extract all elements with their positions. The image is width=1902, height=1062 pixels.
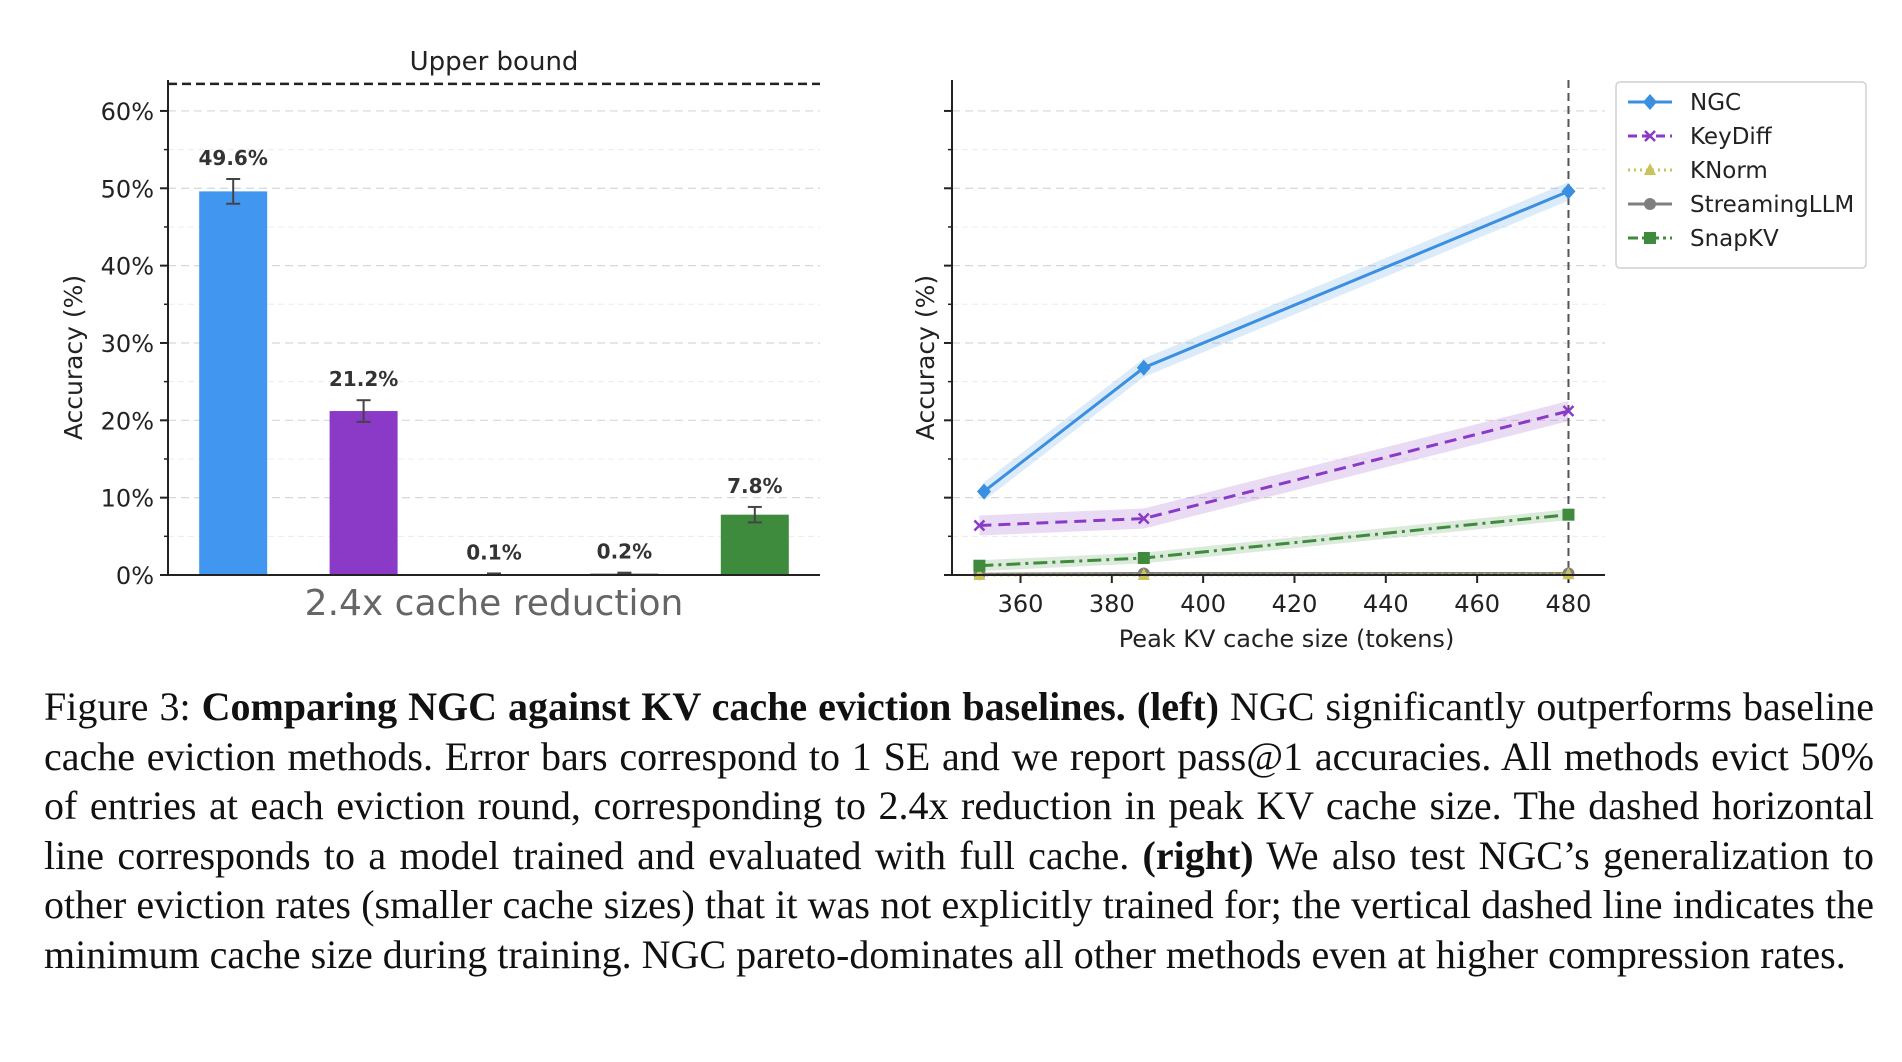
bar-value-label: 7.8% (727, 474, 782, 498)
legend-marker-ngc (1643, 94, 1657, 110)
legend-marker-snapkv (1644, 232, 1656, 244)
upper-bound-label: Upper bound (410, 47, 579, 77)
y-axis-label: Accuracy (%) (911, 275, 940, 440)
series-keydiff (973, 400, 1575, 536)
x-tick-label: 480 (1546, 590, 1592, 618)
confidence-band-snapkv (979, 509, 1569, 572)
y-axis-label: Accuracy (%) (59, 275, 88, 440)
bar-value-label: 49.6% (199, 146, 268, 170)
caption-text-left: NGC significantly outperforms baseline c… (44, 684, 1874, 878)
point-ngc (1561, 183, 1576, 200)
y-tick-label: 50% (101, 175, 154, 203)
caption-text-right: We also test NGC’s generalization to oth… (44, 832, 1874, 977)
bar-ngc (199, 191, 268, 575)
legend-label-streamingllm: StreamingLLM (1690, 192, 1854, 218)
legend-label-keydiff: KeyDiff (1690, 124, 1773, 150)
point-knorm (1562, 567, 1575, 580)
right-line-chart: 360 380 400 420 440 460 480 Peak KV cache size … (911, 80, 1867, 653)
series-snapkv (973, 508, 1575, 572)
y-tick-label: 20% (101, 407, 154, 435)
point-ngc (1136, 359, 1151, 376)
point-snapkv (973, 559, 986, 572)
caption-label: Figure 3: (44, 684, 202, 729)
y-tick-label: 0% (116, 562, 154, 590)
caption-title: Comparing NGC against KV cache eviction … (201, 684, 1137, 729)
y-tick-label: 40% (101, 253, 154, 281)
series-knorm (973, 567, 1575, 580)
legend-label-snapkv: SnapKV (1690, 226, 1779, 252)
caption-left-tag: (left) (1136, 684, 1219, 729)
point-snapkv (1562, 508, 1575, 521)
y-tick-label: 30% (101, 330, 154, 358)
bar-keydiff (329, 411, 398, 575)
y-tick-label: 60% (101, 98, 154, 126)
line-keydiff (979, 409, 1569, 527)
legend-box (1615, 81, 1867, 269)
point-keydiff (1137, 512, 1150, 525)
legend-label-ngc: NGC (1690, 90, 1741, 116)
x-axis-label: Peak KV cache size (tokens) (1119, 625, 1455, 653)
x-tick-label: 440 (1363, 590, 1409, 618)
legend-marker-knorm (1644, 163, 1656, 175)
point-snapkv (1137, 551, 1150, 564)
bar-value-label: 21.2% (329, 367, 398, 391)
x-tick-label: 380 (1089, 590, 1135, 618)
legend: NGC KeyDiff KNorm StreamingLLM SnapKV (1615, 81, 1867, 269)
y-tick-label: 10% (101, 485, 154, 513)
legend-label-knorm: KNorm (1690, 158, 1768, 184)
series-ngc (976, 182, 1576, 501)
bar-value-label: 0.1% (466, 540, 521, 564)
legend-marker-keydiff (1644, 130, 1656, 142)
figure-caption: Figure 3: Comparing NGC against KV cache… (44, 682, 1874, 979)
point-keydiff (1562, 405, 1575, 417)
x-tick-label: 400 (1180, 590, 1226, 618)
legend-marker-streamingllm (1644, 198, 1656, 210)
bar-snapkv (720, 514, 789, 575)
point-keydiff (973, 519, 986, 532)
x-tick-label: 360 (998, 590, 1044, 618)
left-bar-chart: 0% 10% 20% 30% 40% 50% 60% 49.6% 21.2% 0.1% 0.2% 7.… (59, 47, 820, 624)
caption-right-tag: (right) (1142, 832, 1254, 878)
x-tick-label: 460 (1454, 590, 1500, 618)
point-ngc (976, 483, 991, 500)
x-axis-label: 2.4x cache reduction (305, 583, 684, 624)
confidence-band-ngc (983, 182, 1569, 501)
bar-value-label: 0.2% (597, 540, 652, 564)
x-tick-label: 420 (1272, 590, 1318, 618)
